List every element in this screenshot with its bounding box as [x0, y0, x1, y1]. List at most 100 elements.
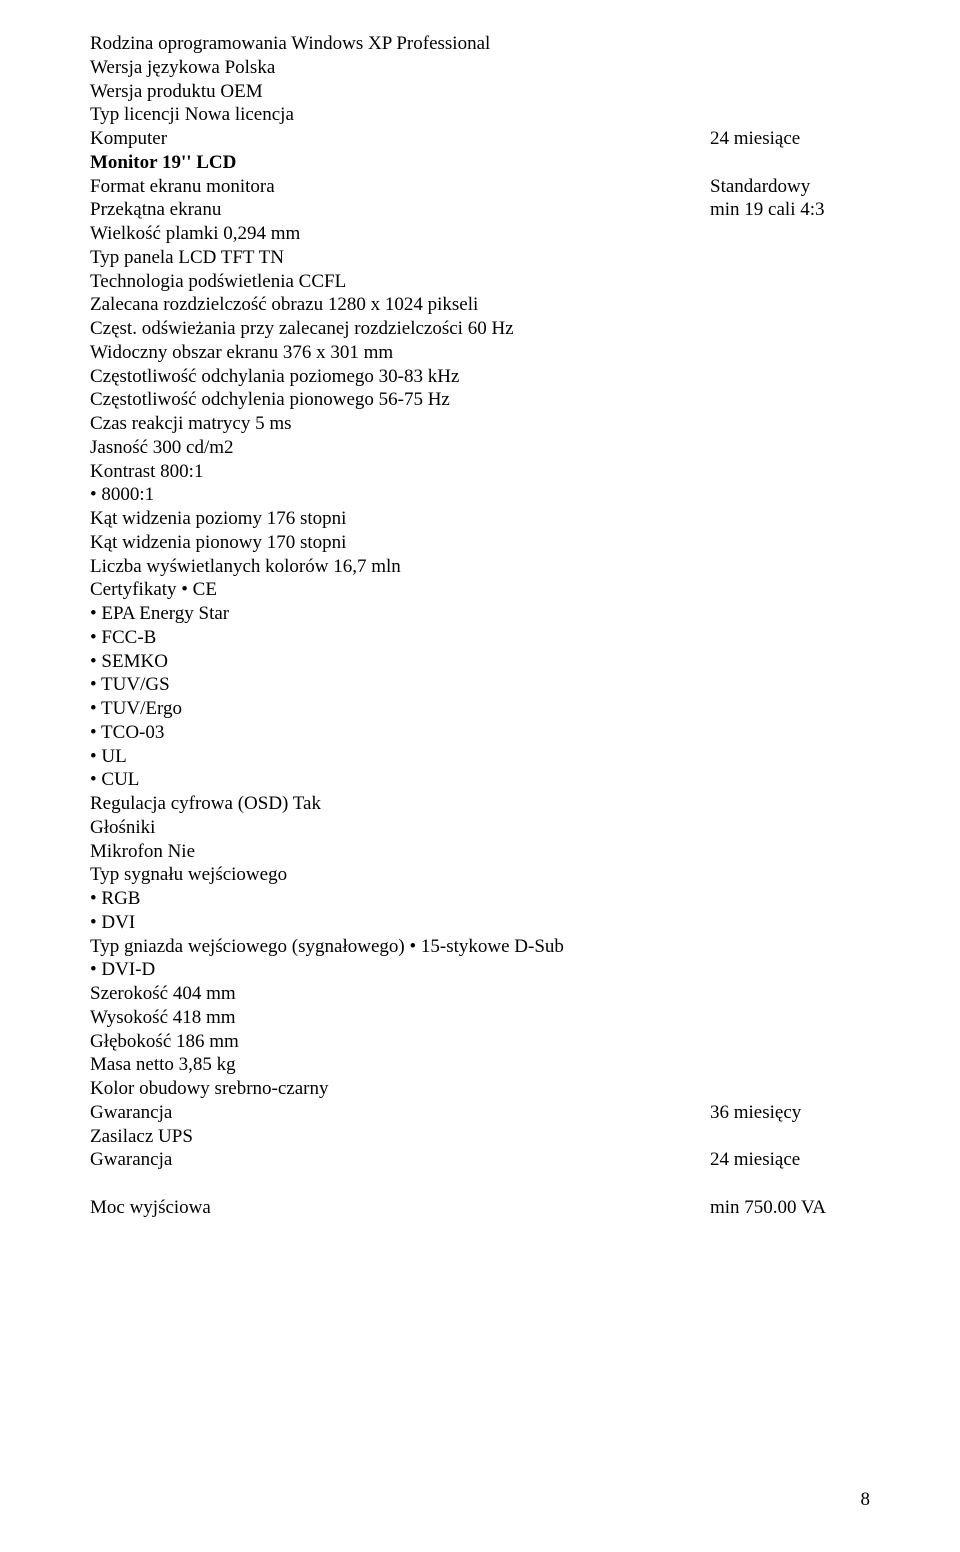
spec-line: Typ panela LCD TFT TN — [90, 246, 870, 270]
spec-line: • 8000:1 — [90, 483, 870, 507]
spec-line: Częstotliwość odchylania poziomego 30-83… — [90, 365, 870, 389]
spec-line-left: Technologia podświetlenia CCFL — [90, 271, 346, 292]
spec-line-left: • 8000:1 — [90, 484, 154, 505]
spec-line-left: Głośniki — [90, 817, 155, 838]
spec-line: Kąt widzenia pionowy 170 stopni — [90, 531, 870, 555]
spec-line-left: • CUL — [90, 769, 139, 790]
spec-line-left: • SEMKO — [90, 651, 168, 672]
spec-line: Liczba wyświetlanych kolorów 16,7 mln — [90, 555, 870, 579]
spec-line: Kolor obudowy srebrno-czarny — [90, 1077, 870, 1101]
spec-line-left: Przekątna ekranu — [90, 199, 221, 220]
spec-line: Monitor 19'' LCD — [90, 151, 870, 175]
spec-line: Przekątna ekranu min 19 cali 4:3 — [90, 198, 870, 222]
spec-line: Moc wyjściowa min 750.00 VA — [90, 1196, 870, 1220]
spec-line: Typ sygnału wejściowego — [90, 863, 870, 887]
spec-line-left: Kąt widzenia pionowy 170 stopni — [90, 532, 346, 553]
spec-line-left: Rodzina oprogramowania Windows XP Profes… — [90, 33, 490, 54]
spec-line: • UL — [90, 745, 870, 769]
spec-line: Technologia podświetlenia CCFL — [90, 270, 870, 294]
spec-line-left: Kontrast 800:1 — [90, 461, 203, 482]
spec-line-left: Jasność 300 cd/m2 — [90, 437, 234, 458]
spec-line-left: Certyfikaty • CE — [90, 579, 217, 600]
spec-line: Typ licencji Nowa licencja — [90, 103, 870, 127]
spec-line — [90, 1172, 870, 1196]
spec-line: Gwarancja 24 miesiące — [90, 1148, 870, 1172]
spec-line: • EPA Energy Star — [90, 602, 870, 626]
spec-line-left: • DVI-D — [90, 959, 155, 980]
spec-line: Wysokość 418 mm — [90, 1006, 870, 1030]
spec-line-left: • TUV/Ergo — [90, 698, 182, 719]
spec-line-left: Typ licencji Nowa licencja — [90, 104, 294, 125]
spec-line-left: Wersja językowa Polska — [90, 57, 275, 78]
spec-line-left: Zasilacz UPS — [90, 1126, 193, 1147]
spec-line-right: 24 miesiące — [710, 127, 800, 151]
spec-line-left: Typ gniazda wejściowego (sygnałowego) • … — [90, 936, 564, 957]
spec-line-left: Głębokość 186 mm — [90, 1031, 239, 1052]
spec-line: Głębokość 186 mm — [90, 1030, 870, 1054]
spec-line-left: Moc wyjściowa — [90, 1197, 211, 1218]
spec-line-left: Częstotliwość odchylania poziomego 30-83… — [90, 366, 459, 387]
spec-line-left: Gwarancja — [90, 1102, 172, 1123]
spec-line: Widoczny obszar ekranu 376 x 301 mm — [90, 341, 870, 365]
spec-line-left: Kąt widzenia poziomy 176 stopni — [90, 508, 346, 529]
spec-line: Zalecana rozdzielczość obrazu 1280 x 102… — [90, 293, 870, 317]
spec-line: Gwarancja 36 miesięcy — [90, 1101, 870, 1125]
spec-line-left: Regulacja cyfrowa (OSD) Tak — [90, 793, 321, 814]
spec-line: Częst. odświeżania przy zalecanej rozdzi… — [90, 317, 870, 341]
page-number: 8 — [861, 1488, 871, 1512]
spec-line-left: Czas reakcji matrycy 5 ms — [90, 413, 292, 434]
spec-line-left: Kolor obudowy srebrno-czarny — [90, 1078, 328, 1099]
spec-line: • SEMKO — [90, 650, 870, 674]
spec-line-left: Widoczny obszar ekranu 376 x 301 mm — [90, 342, 393, 363]
spec-line: Komputer 24 miesiące — [90, 127, 870, 151]
spec-line-left: Szerokość 404 mm — [90, 983, 236, 1004]
spec-line: Regulacja cyfrowa (OSD) Tak — [90, 792, 870, 816]
spec-line-right: 24 miesiące — [710, 1148, 800, 1172]
spec-line: • TCO-03 — [90, 721, 870, 745]
spec-line-left: Częstotliwość odchylenia pionowego 56-75… — [90, 389, 450, 410]
spec-line: • TUV/GS — [90, 673, 870, 697]
spec-line-left: Zalecana rozdzielczość obrazu 1280 x 102… — [90, 294, 478, 315]
spec-line: Certyfikaty • CE — [90, 578, 870, 602]
spec-line-left: • TCO-03 — [90, 722, 164, 743]
spec-line-right: min 750.00 VA — [710, 1196, 826, 1220]
spec-line: Rodzina oprogramowania Windows XP Profes… — [90, 32, 870, 56]
spec-line-left: Komputer — [90, 128, 167, 149]
spec-line: Częstotliwość odchylenia pionowego 56-75… — [90, 388, 870, 412]
spec-line-left: Wielkość plamki 0,294 mm — [90, 223, 300, 244]
spec-line: • FCC-B — [90, 626, 870, 650]
spec-line: Masa netto 3,85 kg — [90, 1053, 870, 1077]
spec-line-left: • UL — [90, 746, 127, 767]
spec-line-left: • FCC-B — [90, 627, 156, 648]
spec-line: • TUV/Ergo — [90, 697, 870, 721]
spec-line: • RGB — [90, 887, 870, 911]
spec-line-right: Standardowy — [710, 175, 810, 199]
spec-line-left: Wysokość 418 mm — [90, 1007, 236, 1028]
spec-line-left: Wersja produktu OEM — [90, 81, 263, 102]
spec-line: Czas reakcji matrycy 5 ms — [90, 412, 870, 436]
document-page: Rodzina oprogramowania Windows XP Profes… — [0, 0, 960, 1552]
spec-line-left: • DVI — [90, 912, 135, 933]
spec-line: Kąt widzenia poziomy 176 stopni — [90, 507, 870, 531]
spec-line-left: Monitor 19'' LCD — [90, 152, 236, 173]
spec-line: Kontrast 800:1 — [90, 460, 870, 484]
spec-line: Wersja produktu OEM — [90, 80, 870, 104]
spec-line-left: Liczba wyświetlanych kolorów 16,7 mln — [90, 556, 401, 577]
spec-line-left: Format ekranu monitora — [90, 176, 275, 197]
spec-line: Wielkość plamki 0,294 mm — [90, 222, 870, 246]
spec-line-left: Typ sygnału wejściowego — [90, 864, 287, 885]
spec-line: Typ gniazda wejściowego (sygnałowego) • … — [90, 935, 870, 959]
spec-line: Wersja językowa Polska — [90, 56, 870, 80]
spec-line-left: Mikrofon Nie — [90, 841, 195, 862]
spec-line-left: Gwarancja — [90, 1149, 172, 1170]
spec-line: Zasilacz UPS — [90, 1125, 870, 1149]
spec-line-right: min 19 cali 4:3 — [710, 198, 825, 222]
spec-line: • DVI-D — [90, 958, 870, 982]
spec-line: Głośniki — [90, 816, 870, 840]
spec-line: Jasność 300 cd/m2 — [90, 436, 870, 460]
spec-line-right: 36 miesięcy — [710, 1101, 801, 1125]
spec-line: Szerokość 404 mm — [90, 982, 870, 1006]
spec-line-left: Masa netto 3,85 kg — [90, 1054, 236, 1075]
spec-line: Mikrofon Nie — [90, 840, 870, 864]
spec-line: Format ekranu monitora Standardowy — [90, 175, 870, 199]
